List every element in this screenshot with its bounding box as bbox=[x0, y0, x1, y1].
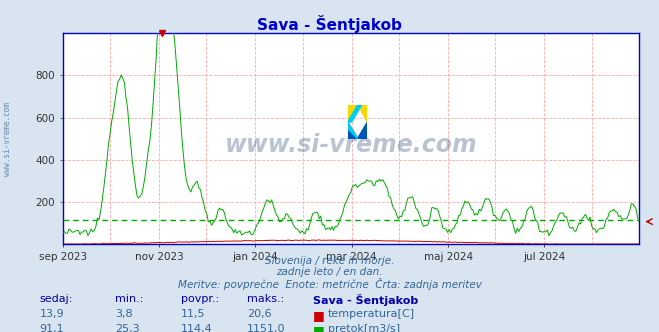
Text: 20,6: 20,6 bbox=[247, 309, 272, 319]
Text: 114,4: 114,4 bbox=[181, 324, 213, 332]
Polygon shape bbox=[348, 122, 357, 138]
Text: www.si-vreme.com: www.si-vreme.com bbox=[225, 133, 477, 157]
Polygon shape bbox=[357, 122, 368, 138]
Polygon shape bbox=[348, 106, 357, 122]
Text: pretok[m3/s]: pretok[m3/s] bbox=[328, 324, 399, 332]
Text: 13,9: 13,9 bbox=[40, 309, 64, 319]
Text: Slovenija / reke in morje.: Slovenija / reke in morje. bbox=[265, 256, 394, 266]
Polygon shape bbox=[348, 122, 357, 138]
Text: maks.:: maks.: bbox=[247, 294, 285, 304]
Text: 1151,0: 1151,0 bbox=[247, 324, 285, 332]
Text: sedaj:: sedaj: bbox=[40, 294, 73, 304]
Text: temperatura[C]: temperatura[C] bbox=[328, 309, 415, 319]
Text: 91,1: 91,1 bbox=[40, 324, 64, 332]
Text: 11,5: 11,5 bbox=[181, 309, 206, 319]
Text: Sava - Šentjakob: Sava - Šentjakob bbox=[313, 294, 418, 306]
Text: 25,3: 25,3 bbox=[115, 324, 140, 332]
Polygon shape bbox=[357, 106, 368, 122]
Polygon shape bbox=[348, 106, 361, 122]
Text: zadnje leto / en dan.: zadnje leto / en dan. bbox=[276, 267, 383, 277]
Text: ■: ■ bbox=[313, 309, 325, 322]
Text: 3,8: 3,8 bbox=[115, 309, 133, 319]
Text: Sava - Šentjakob: Sava - Šentjakob bbox=[257, 15, 402, 33]
Text: min.:: min.: bbox=[115, 294, 144, 304]
Text: Meritve: povprečne  Enote: metrične  Črta: zadnja meritev: Meritve: povprečne Enote: metrične Črta:… bbox=[177, 278, 482, 290]
Text: ■: ■ bbox=[313, 324, 325, 332]
Text: povpr.:: povpr.: bbox=[181, 294, 219, 304]
Text: www.si-vreme.com: www.si-vreme.com bbox=[3, 103, 13, 176]
